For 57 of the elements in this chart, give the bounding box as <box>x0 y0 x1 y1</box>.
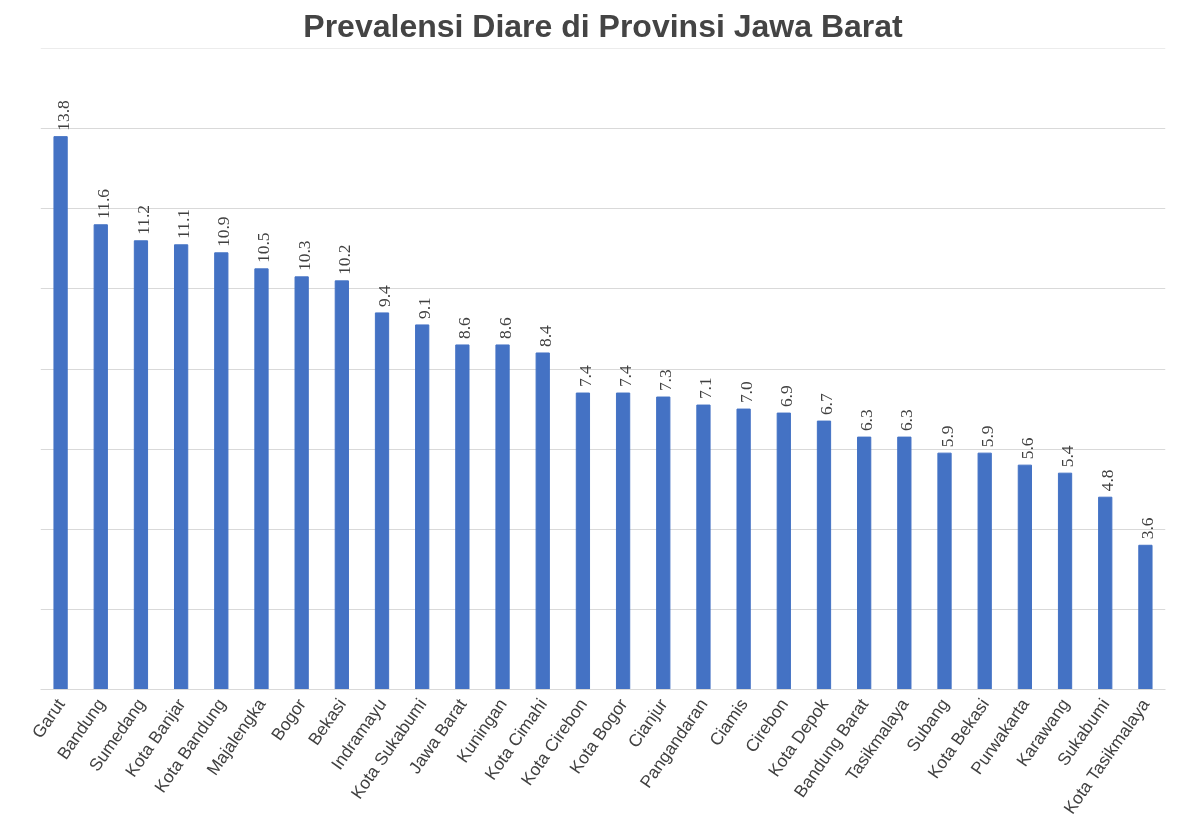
data-label: 5.6 <box>1017 437 1037 460</box>
data-label: 10.2 <box>334 244 354 275</box>
bar <box>535 352 550 690</box>
data-label: 10.9 <box>214 216 234 247</box>
chart-title: Prevalensi Diare di Provinsi Jawa Barat <box>303 7 904 44</box>
bar <box>1057 472 1073 690</box>
data-label: 8.6 <box>495 316 515 339</box>
bar <box>937 452 952 690</box>
bar <box>736 408 751 690</box>
bar <box>133 240 149 690</box>
bar <box>1138 544 1153 690</box>
data-label: 9.1 <box>415 297 435 319</box>
data-label: 9.4 <box>375 284 395 307</box>
data-label: 6.3 <box>857 409 877 432</box>
data-label: 11.1 <box>174 209 194 239</box>
data-label: 6.7 <box>816 393 836 416</box>
bar <box>776 412 791 690</box>
bar <box>816 420 832 690</box>
bar <box>1098 496 1113 690</box>
bar <box>455 344 470 690</box>
data-label: 11.6 <box>93 188 113 219</box>
data-label: 10.5 <box>254 232 274 263</box>
bar <box>374 312 390 690</box>
bar <box>214 252 229 690</box>
data-label: 3.6 <box>1138 517 1158 540</box>
bar <box>857 436 872 690</box>
data-label: 7.4 <box>616 365 636 388</box>
bar <box>696 404 711 690</box>
data-label: 10.3 <box>294 240 314 271</box>
bar <box>93 224 108 690</box>
bar <box>294 276 309 690</box>
data-label: 7.3 <box>656 369 676 392</box>
bar <box>254 268 269 690</box>
bar <box>656 396 671 690</box>
data-label: 4.8 <box>1098 469 1118 492</box>
bar <box>615 392 631 690</box>
bar <box>1017 464 1032 690</box>
data-label: 7.0 <box>736 381 756 404</box>
bar <box>415 324 430 690</box>
data-label: 8.6 <box>455 316 475 339</box>
bar <box>495 344 510 690</box>
data-label: 7.1 <box>696 377 716 400</box>
bar <box>334 280 349 690</box>
data-label: 8.4 <box>535 324 555 347</box>
data-label: 13.8 <box>53 100 73 131</box>
data-label: 5.9 <box>937 425 957 448</box>
bar <box>897 436 912 690</box>
bar <box>174 244 189 690</box>
data-label: 6.3 <box>897 409 917 432</box>
bar <box>53 136 68 690</box>
data-label: 7.4 <box>575 365 595 388</box>
data-label: 11.2 <box>133 205 153 235</box>
bar <box>977 452 992 690</box>
data-label: 6.9 <box>776 385 796 408</box>
bar <box>575 392 591 690</box>
data-label: 5.9 <box>977 425 997 448</box>
data-label: 5.4 <box>1058 445 1078 468</box>
